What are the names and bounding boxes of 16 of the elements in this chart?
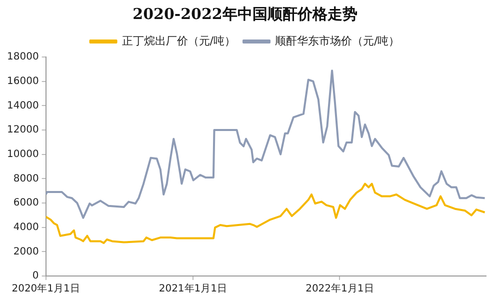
y-tick-label: 8000 xyxy=(13,173,39,184)
x-tick-label: 2021年1月1日 xyxy=(158,282,228,295)
y-tick-label: 4000 xyxy=(13,222,39,233)
y-tick-label: 14000 xyxy=(7,100,39,112)
y-tick-label: 18000 xyxy=(7,52,39,63)
y-tick-label: 2000 xyxy=(13,246,39,258)
legend-label: 顺酐华东市场价（元/吨） xyxy=(275,34,400,48)
y-tick-label: 16000 xyxy=(7,76,39,87)
legend-label: 正丁烷出厂价（元/吨） xyxy=(122,34,236,48)
y-tick-label: 6000 xyxy=(13,198,39,209)
x-tick-label: 2022年1月1日 xyxy=(306,282,374,295)
y-tick-label: 10000 xyxy=(7,148,39,160)
x-tick-label: 2020年1月1日 xyxy=(12,282,80,295)
y-tick-label: 12000 xyxy=(7,124,39,136)
chart-title: 2020-2022年中国顺酐价格走势 xyxy=(132,4,358,23)
y-tick-label: 0 xyxy=(32,270,39,282)
